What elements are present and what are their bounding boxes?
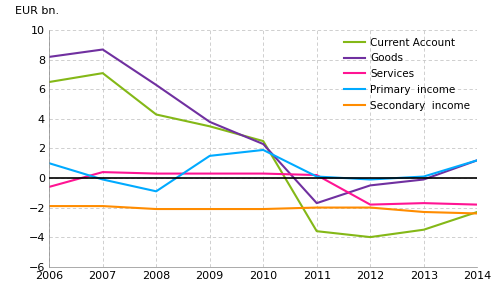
Legend: Current Account, Goods, Services, Primary  income, Secondary  income: Current Account, Goods, Services, Primar… [342,35,472,113]
Services [154,172,159,175]
Primary  income [314,175,320,178]
Primary  income [46,161,52,165]
Secondary  income [46,204,52,208]
Services [207,172,213,175]
Primary  income [100,178,106,181]
Primary  income [421,175,427,178]
Current Account [314,229,320,233]
Line: Primary  income: Primary income [49,150,477,191]
Services [474,203,480,206]
Secondary  income [474,211,480,215]
Text: EUR bn.: EUR bn. [15,6,59,16]
Current Account [421,228,427,231]
Secondary  income [260,207,266,211]
Line: Services: Services [49,172,477,205]
Secondary  income [154,207,159,211]
Goods [474,158,480,162]
Services [368,203,373,206]
Primary  income [260,148,266,152]
Services [260,172,266,175]
Primary  income [474,158,480,162]
Goods [368,184,373,187]
Secondary  income [368,206,373,209]
Current Account [474,210,480,214]
Goods [260,142,266,146]
Current Account [46,80,52,84]
Goods [46,55,52,59]
Current Account [368,235,373,239]
Goods [421,178,427,181]
Services [100,170,106,174]
Current Account [207,125,213,128]
Secondary  income [100,204,106,208]
Line: Goods: Goods [49,49,477,203]
Goods [100,48,106,51]
Current Account [260,139,266,143]
Current Account [100,71,106,75]
Line: Secondary  income: Secondary income [49,206,477,213]
Goods [314,201,320,205]
Current Account [154,113,159,116]
Secondary  income [314,206,320,209]
Line: Current Account: Current Account [49,73,477,237]
Services [46,185,52,189]
Goods [154,83,159,87]
Goods [207,120,213,124]
Services [421,201,427,205]
Secondary  income [421,210,427,214]
Primary  income [154,189,159,193]
Primary  income [207,154,213,158]
Services [314,173,320,177]
Secondary  income [207,207,213,211]
Primary  income [368,178,373,181]
